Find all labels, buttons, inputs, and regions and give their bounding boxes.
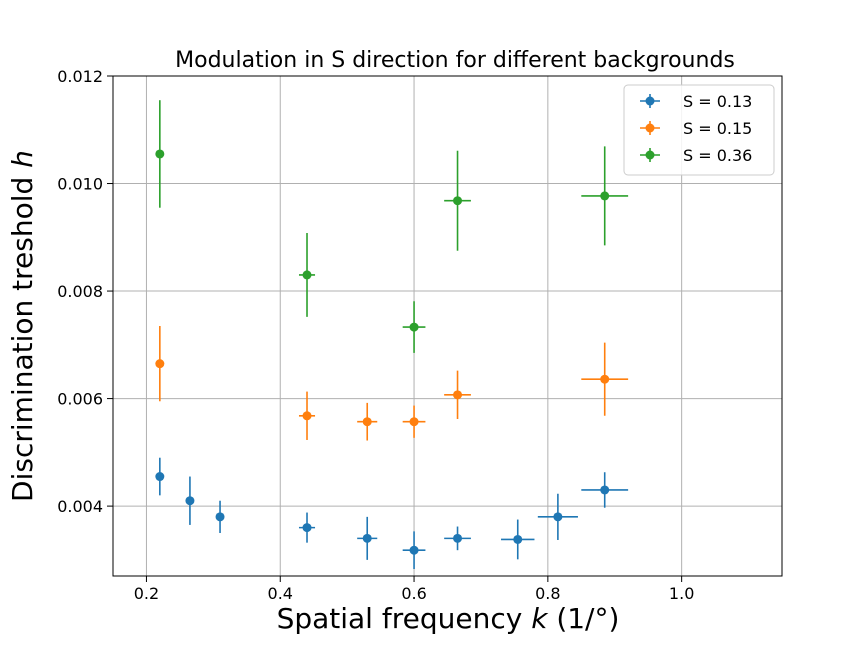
y-tick-label: 0.008 xyxy=(57,282,103,301)
series-2 xyxy=(155,326,629,441)
data-point xyxy=(302,523,312,533)
data-point xyxy=(453,390,463,400)
chart-title: Modulation in S direction for different … xyxy=(175,48,735,73)
data-point xyxy=(600,191,610,201)
data-point xyxy=(362,533,372,543)
data-point xyxy=(409,322,419,332)
data-point xyxy=(185,496,195,506)
data-point xyxy=(600,485,610,495)
data-point xyxy=(362,417,372,427)
data-point xyxy=(513,534,523,544)
x-tick-label: 0.6 xyxy=(401,584,426,603)
legend: S = 0.13 S = 0.15 S = 0.36 xyxy=(623,84,775,176)
legend-box xyxy=(623,84,775,176)
legend-label: S = 0.36 xyxy=(683,146,752,165)
x-tick-label: 0.4 xyxy=(268,584,293,603)
data-point xyxy=(155,472,165,482)
x-tick-label: 1.0 xyxy=(669,584,694,603)
x-tick-label: 0.8 xyxy=(535,584,560,603)
data-point xyxy=(453,196,463,206)
y-tick-label: 0.004 xyxy=(57,497,103,516)
legend-marker-dot xyxy=(645,96,655,106)
series-3 xyxy=(155,100,629,353)
data-point xyxy=(155,359,165,369)
x-axis-ticks: 0.2 0.4 0.6 0.8 1.0 xyxy=(134,576,694,603)
plot-frame xyxy=(112,75,783,577)
legend-label: S = 0.13 xyxy=(683,92,752,111)
data-point xyxy=(215,512,225,522)
data-point xyxy=(600,374,610,384)
legend-marker-dot xyxy=(645,150,655,160)
data-point xyxy=(302,270,312,280)
plot-data xyxy=(155,100,629,570)
legend-marker-dot xyxy=(645,123,655,133)
data-point xyxy=(409,417,419,427)
data-point xyxy=(409,545,419,555)
y-tick-label: 0.012 xyxy=(57,67,103,86)
series-1 xyxy=(155,457,629,570)
legend-label: S = 0.15 xyxy=(683,119,752,138)
y-axis-label: Discrimination treshold h xyxy=(6,150,39,502)
y-tick-label: 0.006 xyxy=(57,390,103,409)
data-point xyxy=(453,533,463,543)
data-point xyxy=(155,149,165,159)
data-point xyxy=(302,411,312,421)
y-tick-label: 0.010 xyxy=(57,175,103,194)
x-tick-label: 0.2 xyxy=(134,584,159,603)
x-axis-label: Spatial frequency k (1/°) xyxy=(277,602,620,635)
y-axis-ticks: 0.004 0.006 0.008 0.010 0.012 xyxy=(57,67,113,516)
data-point xyxy=(553,512,563,522)
